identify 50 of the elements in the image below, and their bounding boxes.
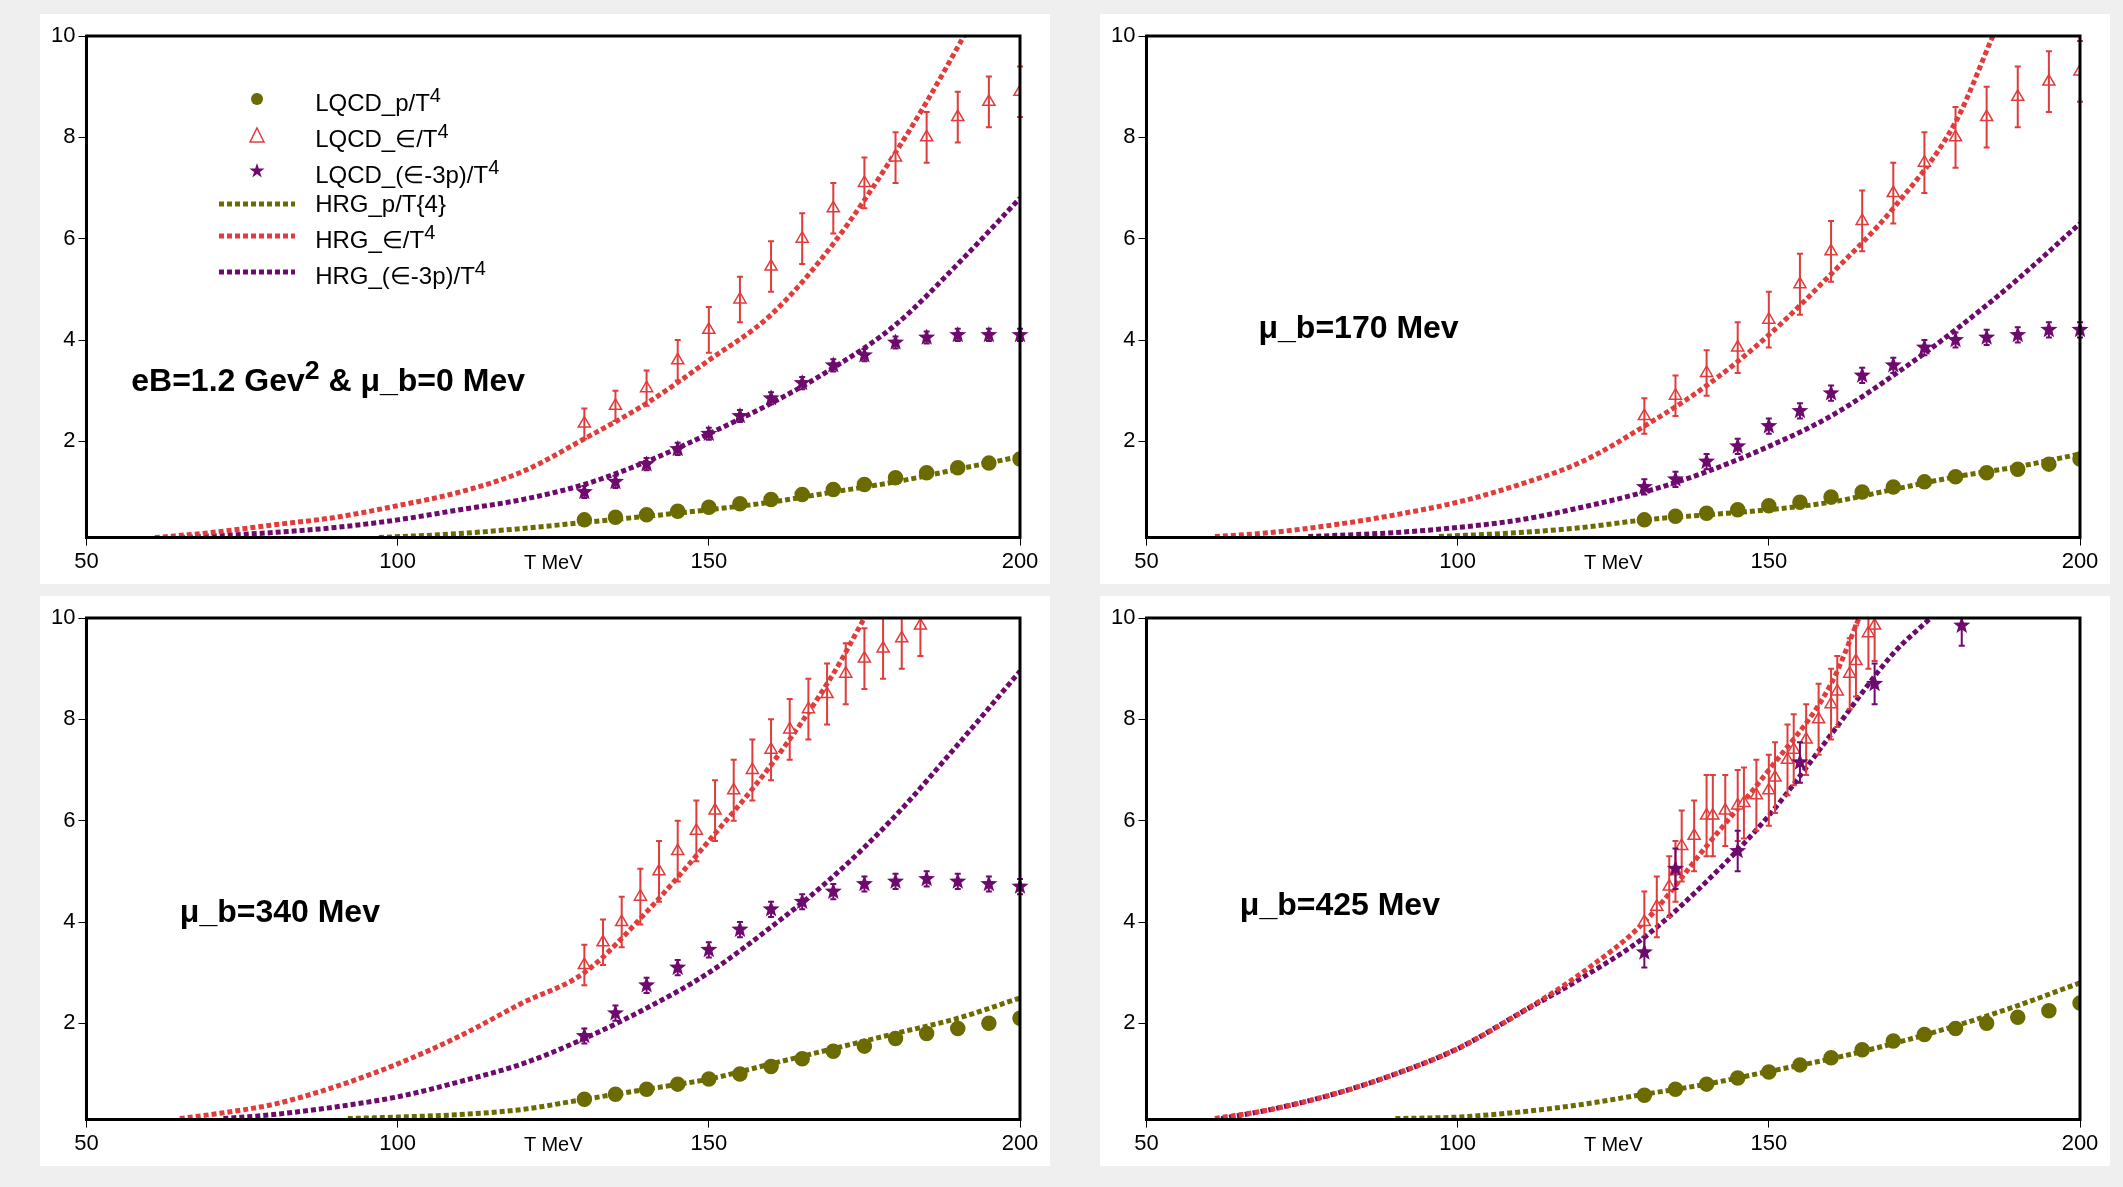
x-axis-title: T MeV	[523, 1133, 584, 1156]
legend-label: LQCD_∈/T$^{4}$	[315, 119, 449, 154]
x-tick-label: 150	[1750, 547, 1788, 573]
y-tick-label: 10	[1110, 22, 1136, 48]
x-tick-label: 100	[379, 1129, 417, 1155]
x-tick-label: 150	[690, 1129, 728, 1155]
y-tick-label: 10	[50, 604, 76, 630]
x-tick-label: 50	[1134, 547, 1159, 573]
y-tick-label: 2	[1123, 427, 1136, 453]
y-tick-label: 4	[1123, 908, 1136, 934]
x-tick-label: 200	[2061, 1129, 2099, 1155]
y-tick-label: 4	[1123, 326, 1136, 352]
y-tick-label: 4	[63, 326, 76, 352]
x-axis-title: T MeV	[1583, 551, 1644, 574]
y-tick-label: 6	[1123, 806, 1136, 832]
x-tick-label: 100	[1439, 547, 1477, 573]
x-tick-label: 50	[74, 547, 99, 573]
annotation: eB=1.2 Gev$^{2}$ & μ_b=0 Mev	[131, 355, 525, 399]
x-tick-label: 200	[1001, 547, 1039, 573]
x-tick-label: 100	[1439, 1129, 1477, 1155]
y-tick-label: 6	[1123, 224, 1136, 250]
legend-label: HRG_p/T{4}	[315, 189, 446, 219]
y-tick-label: 6	[63, 806, 76, 832]
annotation: μ_b=170 Mev	[1258, 308, 1459, 346]
annotation: μ_b=425 Mev	[1239, 885, 1440, 923]
x-tick-label: 200	[2061, 547, 2099, 573]
x-tick-label: 200	[1001, 1129, 1039, 1155]
y-tick-label: 2	[63, 1009, 76, 1035]
x-tick-label: 150	[1750, 1129, 1788, 1155]
legend-label: HRG_∈/T$^{4}$	[315, 220, 436, 255]
x-tick-label: 150	[690, 547, 728, 573]
y-tick-label: 8	[63, 123, 76, 149]
x-tick-label: 50	[1134, 1129, 1159, 1155]
y-tick-label: 8	[1123, 705, 1136, 731]
y-tick-label: 8	[1123, 123, 1136, 149]
y-tick-label: 10	[1110, 604, 1136, 630]
y-tick-label: 10	[50, 22, 76, 48]
x-tick-label: 50	[74, 1129, 99, 1155]
x-axis-title: T MeV	[523, 551, 584, 574]
y-tick-label: 2	[1123, 1009, 1136, 1035]
legend-label: LQCD_p/T$^{4}$	[315, 83, 441, 118]
x-axis-title: T MeV	[1583, 1133, 1644, 1156]
y-tick-label: 4	[63, 908, 76, 934]
y-tick-label: 8	[63, 705, 76, 731]
y-tick-label: 6	[63, 224, 76, 250]
x-tick-label: 100	[379, 547, 417, 573]
legend-label: HRG_(∈-3p)/T$^{4}$	[315, 256, 486, 291]
legend-label: LQCD_(∈-3p)/T$^{4}$	[315, 155, 500, 190]
annotation: μ_b=340 Mev	[179, 892, 380, 930]
y-tick-label: 2	[63, 427, 76, 453]
